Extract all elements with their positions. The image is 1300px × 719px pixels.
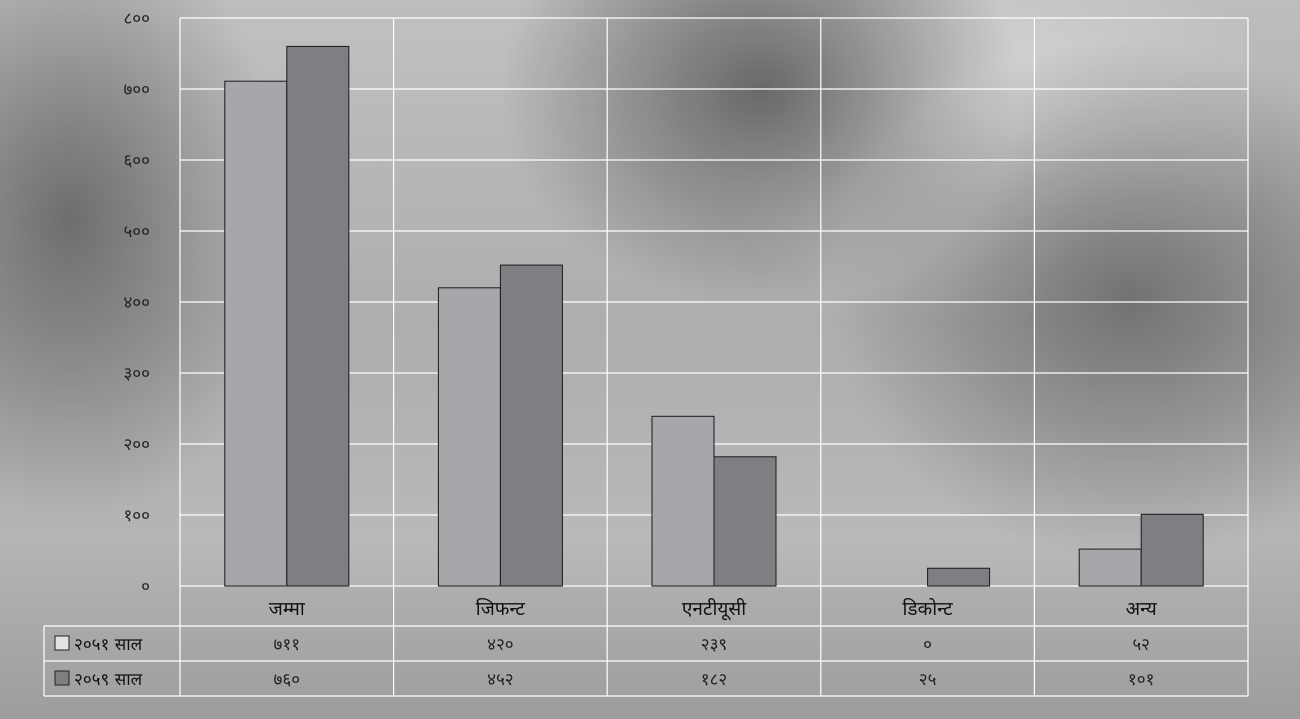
data-label: ७११ (274, 635, 301, 655)
data-label: ४२० (487, 635, 514, 655)
legend-swatch (54, 635, 70, 651)
bar-1-3 (651, 415, 715, 587)
data-label: २५ (919, 670, 937, 690)
y-tick-label: ६०० (123, 151, 150, 171)
y-tick-label: २०० (123, 435, 150, 455)
bar-2-4 (927, 567, 991, 587)
legend-label: २०५९ साल (74, 670, 143, 690)
data-table: २०५१ साल ७११ ४२० २३९ ० ५२ २०५९ साल ७६० ४५२ १८२ २५ १… (43, 625, 1248, 697)
data-label: ५२ (1132, 635, 1150, 655)
data-label: १०१ (1128, 670, 1155, 690)
bar-2-2 (499, 264, 563, 587)
y-tick-label: ३०० (123, 364, 150, 384)
category-label: जम्मा (269, 598, 306, 620)
data-label: १८२ (701, 670, 728, 690)
category-label: एनटीयूसी (682, 597, 747, 621)
bar-1-1 (224, 80, 288, 587)
y-tick-label: ५०० (123, 222, 150, 242)
data-label: २३९ (701, 635, 728, 655)
category-labels: जम्मा जिफन्ट एनटीयूसी डिकोन्ट अन्य (269, 597, 1158, 621)
category-label: जिफन्ट (476, 597, 526, 620)
bar-2-3 (713, 456, 777, 587)
y-tick-label: ८०० (123, 9, 150, 29)
y-tick-label: १०० (123, 506, 150, 526)
bar-2-5 (1140, 513, 1204, 587)
data-label: ० (923, 635, 932, 655)
y-tick-label: ० (141, 577, 150, 597)
category-label: अन्य (1126, 598, 1158, 620)
bar-1-2 (437, 287, 501, 587)
y-axis-ticks: ० १०० २०० ३०० ४०० ५०० ६०० ७०० ८०० (123, 9, 150, 597)
data-label: ४५२ (487, 670, 514, 690)
data-label: ७६० (274, 670, 301, 690)
y-tick-label: ४०० (123, 293, 150, 313)
bar-1-5 (1078, 548, 1142, 587)
y-tick-label: ७०० (123, 80, 150, 100)
bars (224, 45, 1204, 587)
bar-2-1 (286, 45, 350, 587)
legend-swatch (54, 670, 70, 686)
legend-label: २०५१ साल (74, 635, 143, 655)
category-label: डिकोन्ट (903, 597, 954, 620)
